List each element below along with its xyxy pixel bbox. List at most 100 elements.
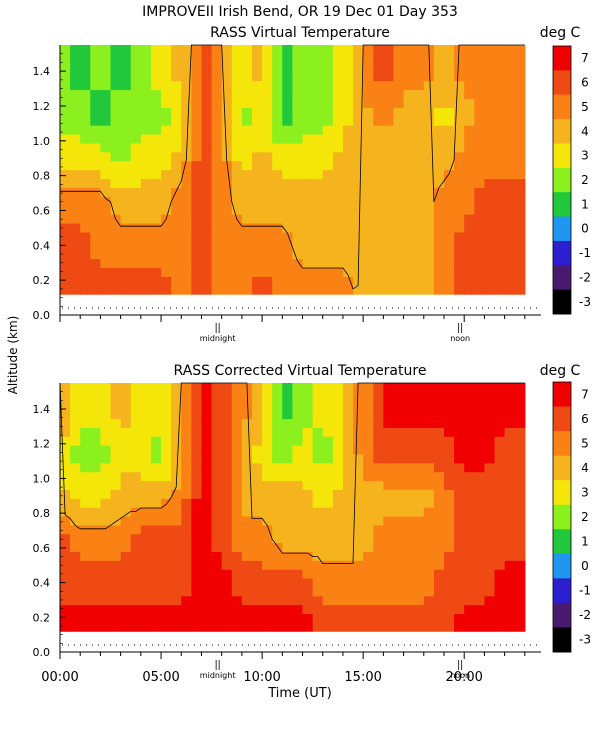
heatmap-cell [373, 418, 384, 428]
heatmap-cell [373, 107, 384, 117]
heatmap-cell [484, 595, 496, 606]
heatmap-cell [150, 622, 162, 632]
heatmap-cell [272, 542, 283, 552]
heatmap-cell [454, 436, 465, 446]
heatmap-cell [130, 604, 142, 615]
heatmap-cell [80, 205, 91, 215]
heatmap-cell [181, 613, 192, 623]
heatmap-cell [70, 89, 81, 99]
heatmap-cell [140, 604, 152, 615]
heatmap-cell [403, 71, 415, 82]
heatmap-cell [282, 595, 294, 606]
heatmap-cell [433, 542, 445, 552]
heatmap-cell [373, 53, 384, 64]
heatmap-cell [150, 409, 162, 420]
heatmap-cell [282, 80, 294, 91]
panel-1: RASS Virtual Temperature deg C 0.00.20.4… [33, 25, 591, 343]
heatmap-cell [443, 178, 455, 188]
heatmap-cell [150, 480, 162, 490]
heatmap-cell [80, 249, 91, 260]
heatmap-cell [191, 551, 203, 561]
heatmap-cell [231, 569, 243, 579]
heatmap-cell [241, 125, 253, 135]
heatmap-cell [90, 71, 102, 82]
heatmap-cell [413, 418, 425, 428]
heatmap-cell [433, 462, 445, 473]
heatmap-cell [130, 569, 142, 579]
heatmap-cell [342, 151, 354, 162]
heatmap-cell [494, 471, 506, 482]
heatmap-cell [171, 178, 182, 188]
heatmap-cell [252, 577, 263, 588]
heatmap-cell [150, 53, 162, 64]
heatmap-cell [393, 80, 405, 91]
heatmap-cell [231, 462, 243, 473]
heatmap-cell [363, 436, 374, 446]
heatmap-cell [383, 551, 395, 561]
heatmap-cell [272, 453, 283, 464]
heatmap-cell [322, 258, 334, 269]
heatmap-cell [514, 436, 526, 446]
heatmap-cell [120, 214, 132, 224]
heatmap-cell [150, 80, 162, 91]
heatmap-cell [252, 89, 263, 99]
heatmap-cell [363, 622, 374, 632]
heatmap-cell [443, 533, 455, 544]
heatmap-cell [130, 445, 142, 455]
heatmap-cell [393, 604, 405, 615]
heatmap-cell [393, 178, 405, 188]
heatmap-cell [110, 231, 122, 242]
y-tick-label: 0.2 [33, 274, 51, 287]
heatmap-cell [171, 462, 182, 473]
heatmap-cell [140, 151, 152, 162]
heatmap-cell [514, 62, 526, 73]
heatmap-cell [100, 71, 112, 82]
heatmap-cell [282, 480, 294, 490]
heatmap-cell [413, 151, 425, 162]
heatmap-cell [221, 80, 233, 91]
heatmap-cell [514, 169, 526, 180]
heatmap-cell [140, 258, 152, 269]
heatmap-cell [383, 613, 395, 623]
heatmap-cell [403, 462, 415, 473]
heatmap-cell [363, 418, 374, 428]
heatmap-cell [80, 622, 91, 632]
colorbar-label: 7 [581, 51, 589, 65]
heatmap-cell [120, 595, 132, 606]
heatmap-cell [231, 169, 243, 180]
heatmap-cell [322, 418, 334, 428]
heatmap-cell [231, 595, 243, 606]
heatmap-cell [171, 116, 182, 126]
heatmap-cell [211, 400, 223, 411]
heatmap-cell [221, 515, 233, 526]
y-tick-label: 1.0 [33, 472, 51, 485]
heatmap-cell [423, 622, 435, 632]
heatmap-cell [140, 249, 152, 260]
heatmap-cell [241, 542, 253, 552]
heatmap-cell [494, 418, 506, 428]
heatmap-cell [161, 489, 172, 499]
heatmap-cell [90, 400, 102, 411]
heatmap-cell [100, 142, 112, 153]
heatmap-cell [342, 533, 354, 544]
heatmap-cell [130, 214, 142, 224]
heatmap-cell [262, 391, 273, 402]
heatmap-cell [423, 391, 435, 402]
heatmap-cell [322, 98, 334, 108]
heatmap-cell [252, 622, 263, 632]
heatmap-cell [302, 453, 314, 464]
heatmap-cell [393, 409, 405, 420]
heatmap-cell [120, 586, 132, 597]
heatmap-cell [363, 169, 374, 180]
heatmap-cell [120, 160, 132, 171]
heatmap-cell [302, 196, 314, 206]
heatmap-cell [464, 169, 475, 180]
heatmap-cell [504, 205, 516, 215]
heatmap-cell [70, 231, 81, 242]
heatmap-cell [80, 178, 91, 188]
heatmap-cell [484, 107, 496, 117]
heatmap-cell [403, 445, 415, 455]
heatmap-cell [90, 471, 102, 482]
heatmap-cell [353, 383, 364, 393]
heatmap-cell [110, 222, 122, 233]
